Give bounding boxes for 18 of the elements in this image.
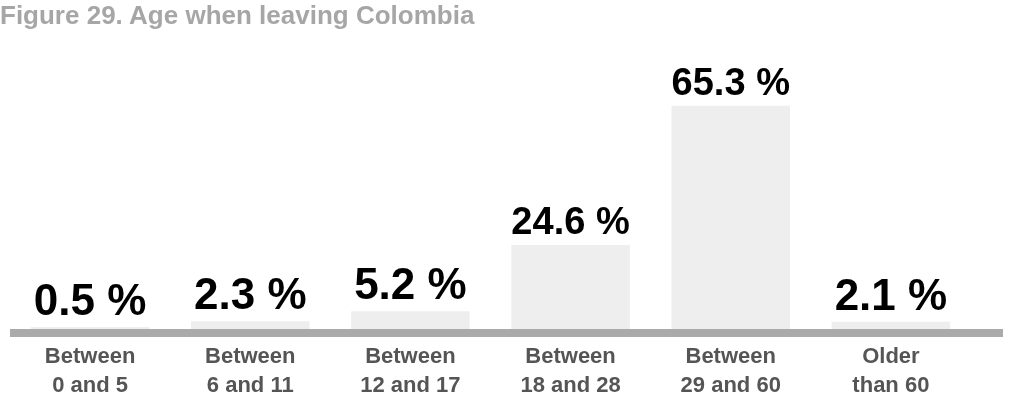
bar bbox=[831, 321, 951, 329]
data-label: 2.1 % bbox=[834, 269, 948, 319]
x-tick-label: Older than 60 bbox=[852, 343, 930, 397]
x-tick-label: Between 12 and 17 bbox=[360, 343, 461, 397]
data-label: 0.5 % bbox=[33, 275, 147, 324]
x-tick-label: Between 18 and 28 bbox=[520, 343, 621, 397]
data-label: 65.3 % bbox=[671, 61, 790, 104]
data-label: 5.2 % bbox=[354, 259, 467, 309]
data-label: 24.6 % bbox=[511, 200, 630, 243]
x-tick-label: Between 0 and 5 bbox=[44, 343, 136, 397]
bar bbox=[351, 311, 470, 329]
x-tick-label: Between 6 and 11 bbox=[205, 343, 296, 397]
bar bbox=[511, 244, 630, 329]
bar bbox=[671, 105, 790, 329]
x-tick-label: Between 29 and 60 bbox=[680, 343, 781, 397]
bar bbox=[190, 321, 310, 329]
data-label: 2.3 % bbox=[193, 269, 307, 319]
chart-title: Figure 29. Age when leaving Colombia bbox=[0, 0, 475, 31]
